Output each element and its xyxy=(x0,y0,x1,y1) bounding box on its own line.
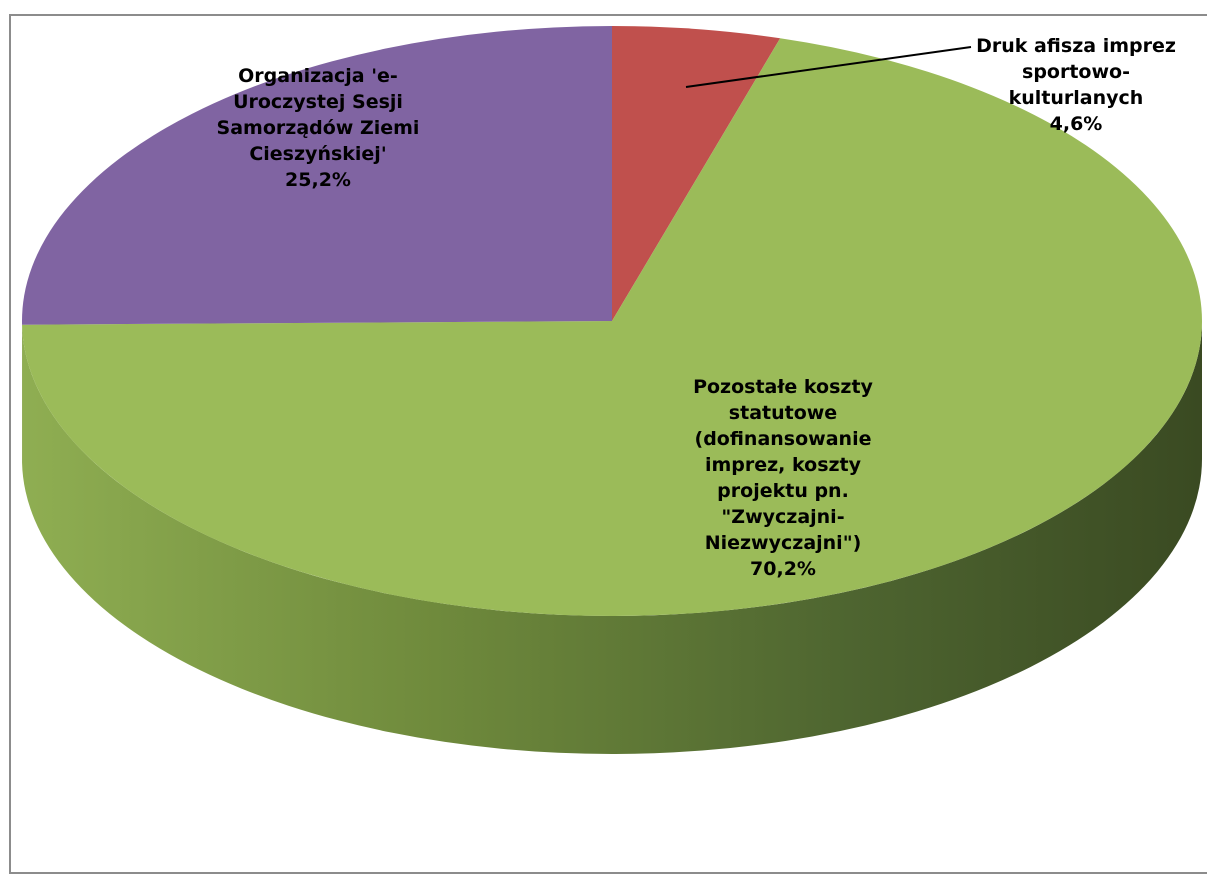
data-label-line: Organizacja 'e- xyxy=(238,65,398,87)
data-label-line: (dofinansowanie xyxy=(695,428,872,450)
data-label-line: "Zwyczajni- xyxy=(721,506,844,528)
data-label-line: Cieszyńskiej' xyxy=(249,143,386,165)
data-label-line: Druk afisza imprez xyxy=(976,35,1176,57)
data-label-percent: 4,6% xyxy=(1050,113,1103,135)
data-label-line: imprez, koszty xyxy=(705,454,862,476)
data-label-line: Samorządów Ziemi xyxy=(217,117,420,139)
data-label-percent: 70,2% xyxy=(750,558,816,580)
data-label-line: Pozostałe koszty xyxy=(693,376,873,398)
data-label-line: projektu pn. xyxy=(717,480,849,502)
data-label-line: Uroczystej Sesji xyxy=(233,91,403,113)
pie-top xyxy=(22,26,1202,616)
data-label-percent: 25,2% xyxy=(285,169,351,191)
data-label-line: kulturlanych xyxy=(1009,87,1144,109)
data-label-line: Niezwyczajni") xyxy=(705,532,862,554)
data-label-line: sportowo- xyxy=(1022,61,1130,83)
data-label-line: statutowe xyxy=(729,402,837,424)
